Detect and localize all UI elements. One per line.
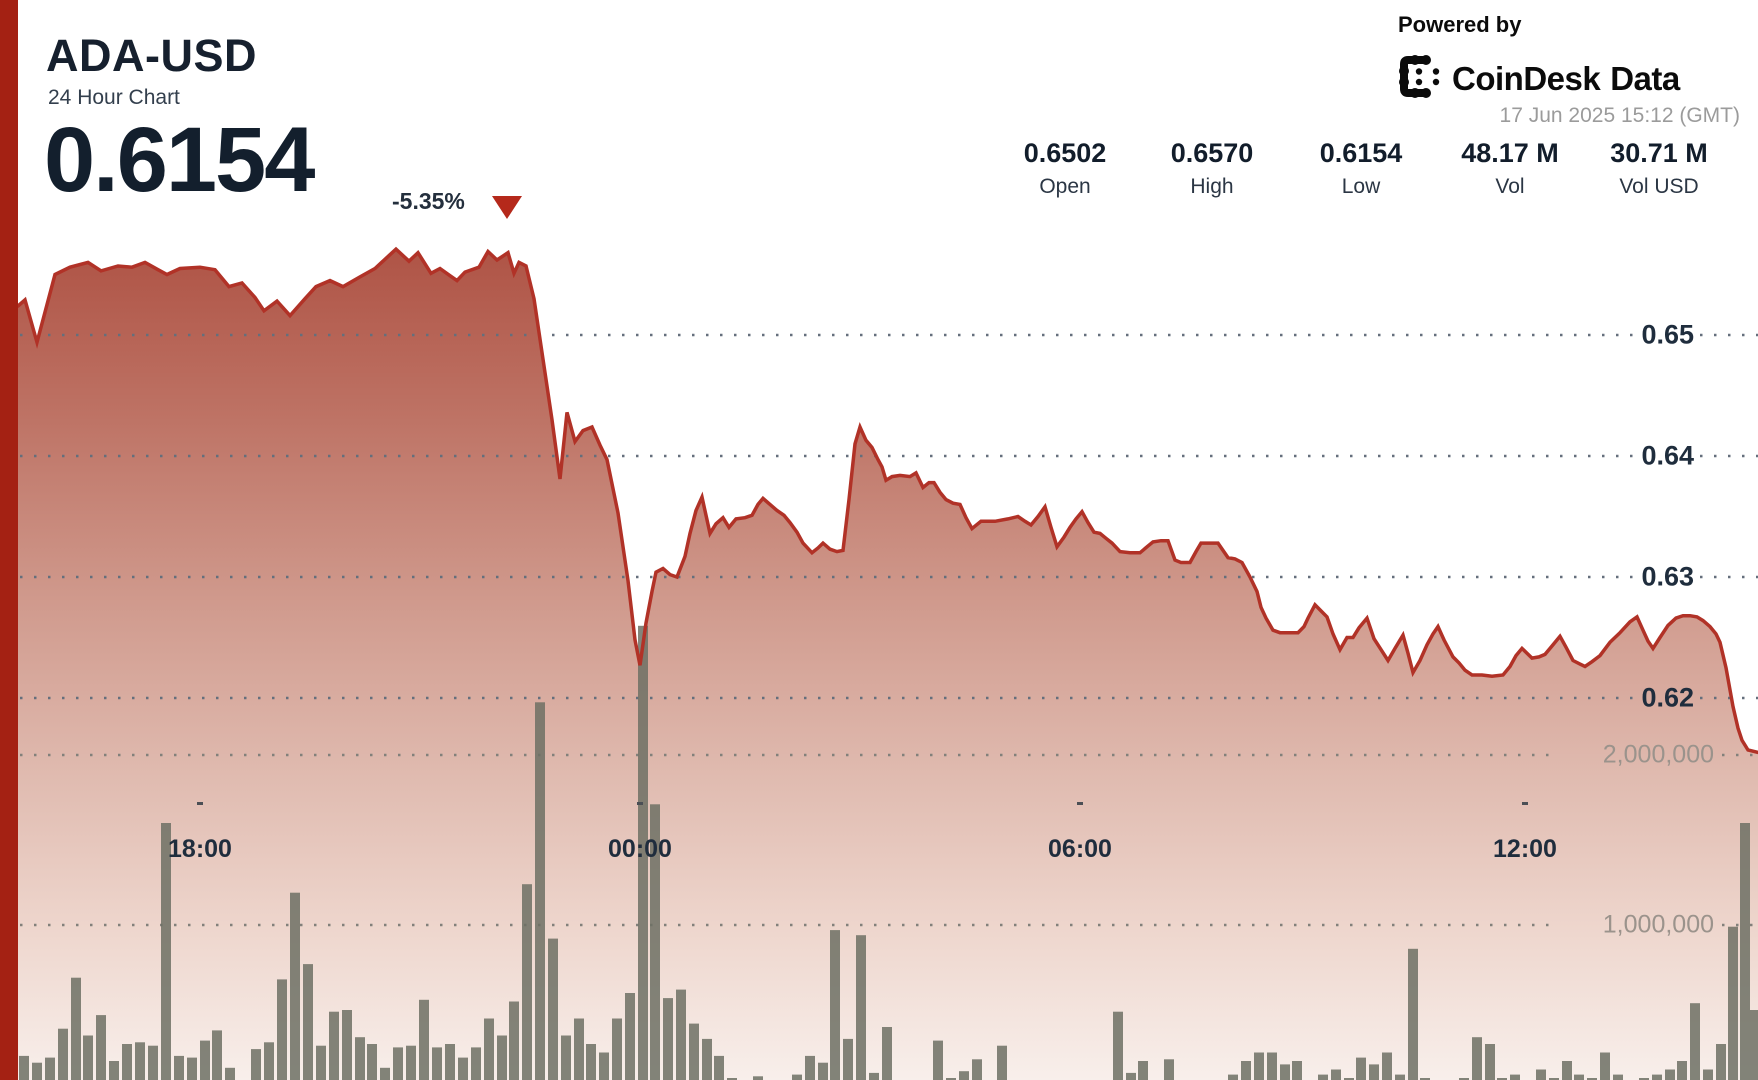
stat-vol-label: Vol — [1495, 175, 1525, 198]
stat-high-label: High — [1190, 175, 1234, 198]
stat-open: 0.6502 Open — [1024, 138, 1107, 199]
price-change-percent: -5.35% — [392, 188, 465, 214]
current-price: 0.6154 — [44, 109, 315, 211]
stat-vol-usd: 30.71 M Vol USD — [1610, 138, 1708, 199]
stat-vol-usd-label: Vol USD — [1619, 175, 1699, 198]
stat-vol-value: 48.17 M — [1461, 138, 1559, 168]
coindesk-logo: CoinDesk Data — [1398, 54, 1680, 103]
stat-low-label: Low — [1341, 175, 1381, 198]
chart-subtitle: 24 Hour Chart — [48, 86, 180, 109]
stat-open-value: 0.6502 — [1023, 138, 1107, 168]
change-down-icon — [492, 196, 522, 219]
stat-high-value: 0.6570 — [1170, 138, 1254, 168]
stat-low: 0.6154 Low — [1320, 138, 1403, 199]
powered-by-label: Powered by — [1398, 12, 1522, 37]
stat-open-label: Open — [1039, 175, 1091, 198]
logo-word-coindesk: CoinDesk — [1452, 59, 1601, 97]
accent-left-bar — [0, 0, 18, 1080]
chart-timestamp: 17 Jun 2025 15:12 (GMT) — [1499, 104, 1740, 127]
logo-word-data: Data — [1610, 59, 1680, 97]
page-title: ADA-USD — [46, 30, 257, 81]
coindesk-mark-icon — [1398, 54, 1442, 103]
stat-vol-usd-value: 30.71 M — [1610, 138, 1708, 168]
stat-vol: 48.17 M Vol — [1461, 138, 1559, 199]
stat-low-value: 0.6154 — [1319, 138, 1403, 168]
stat-high: 0.6570 High — [1171, 138, 1254, 199]
